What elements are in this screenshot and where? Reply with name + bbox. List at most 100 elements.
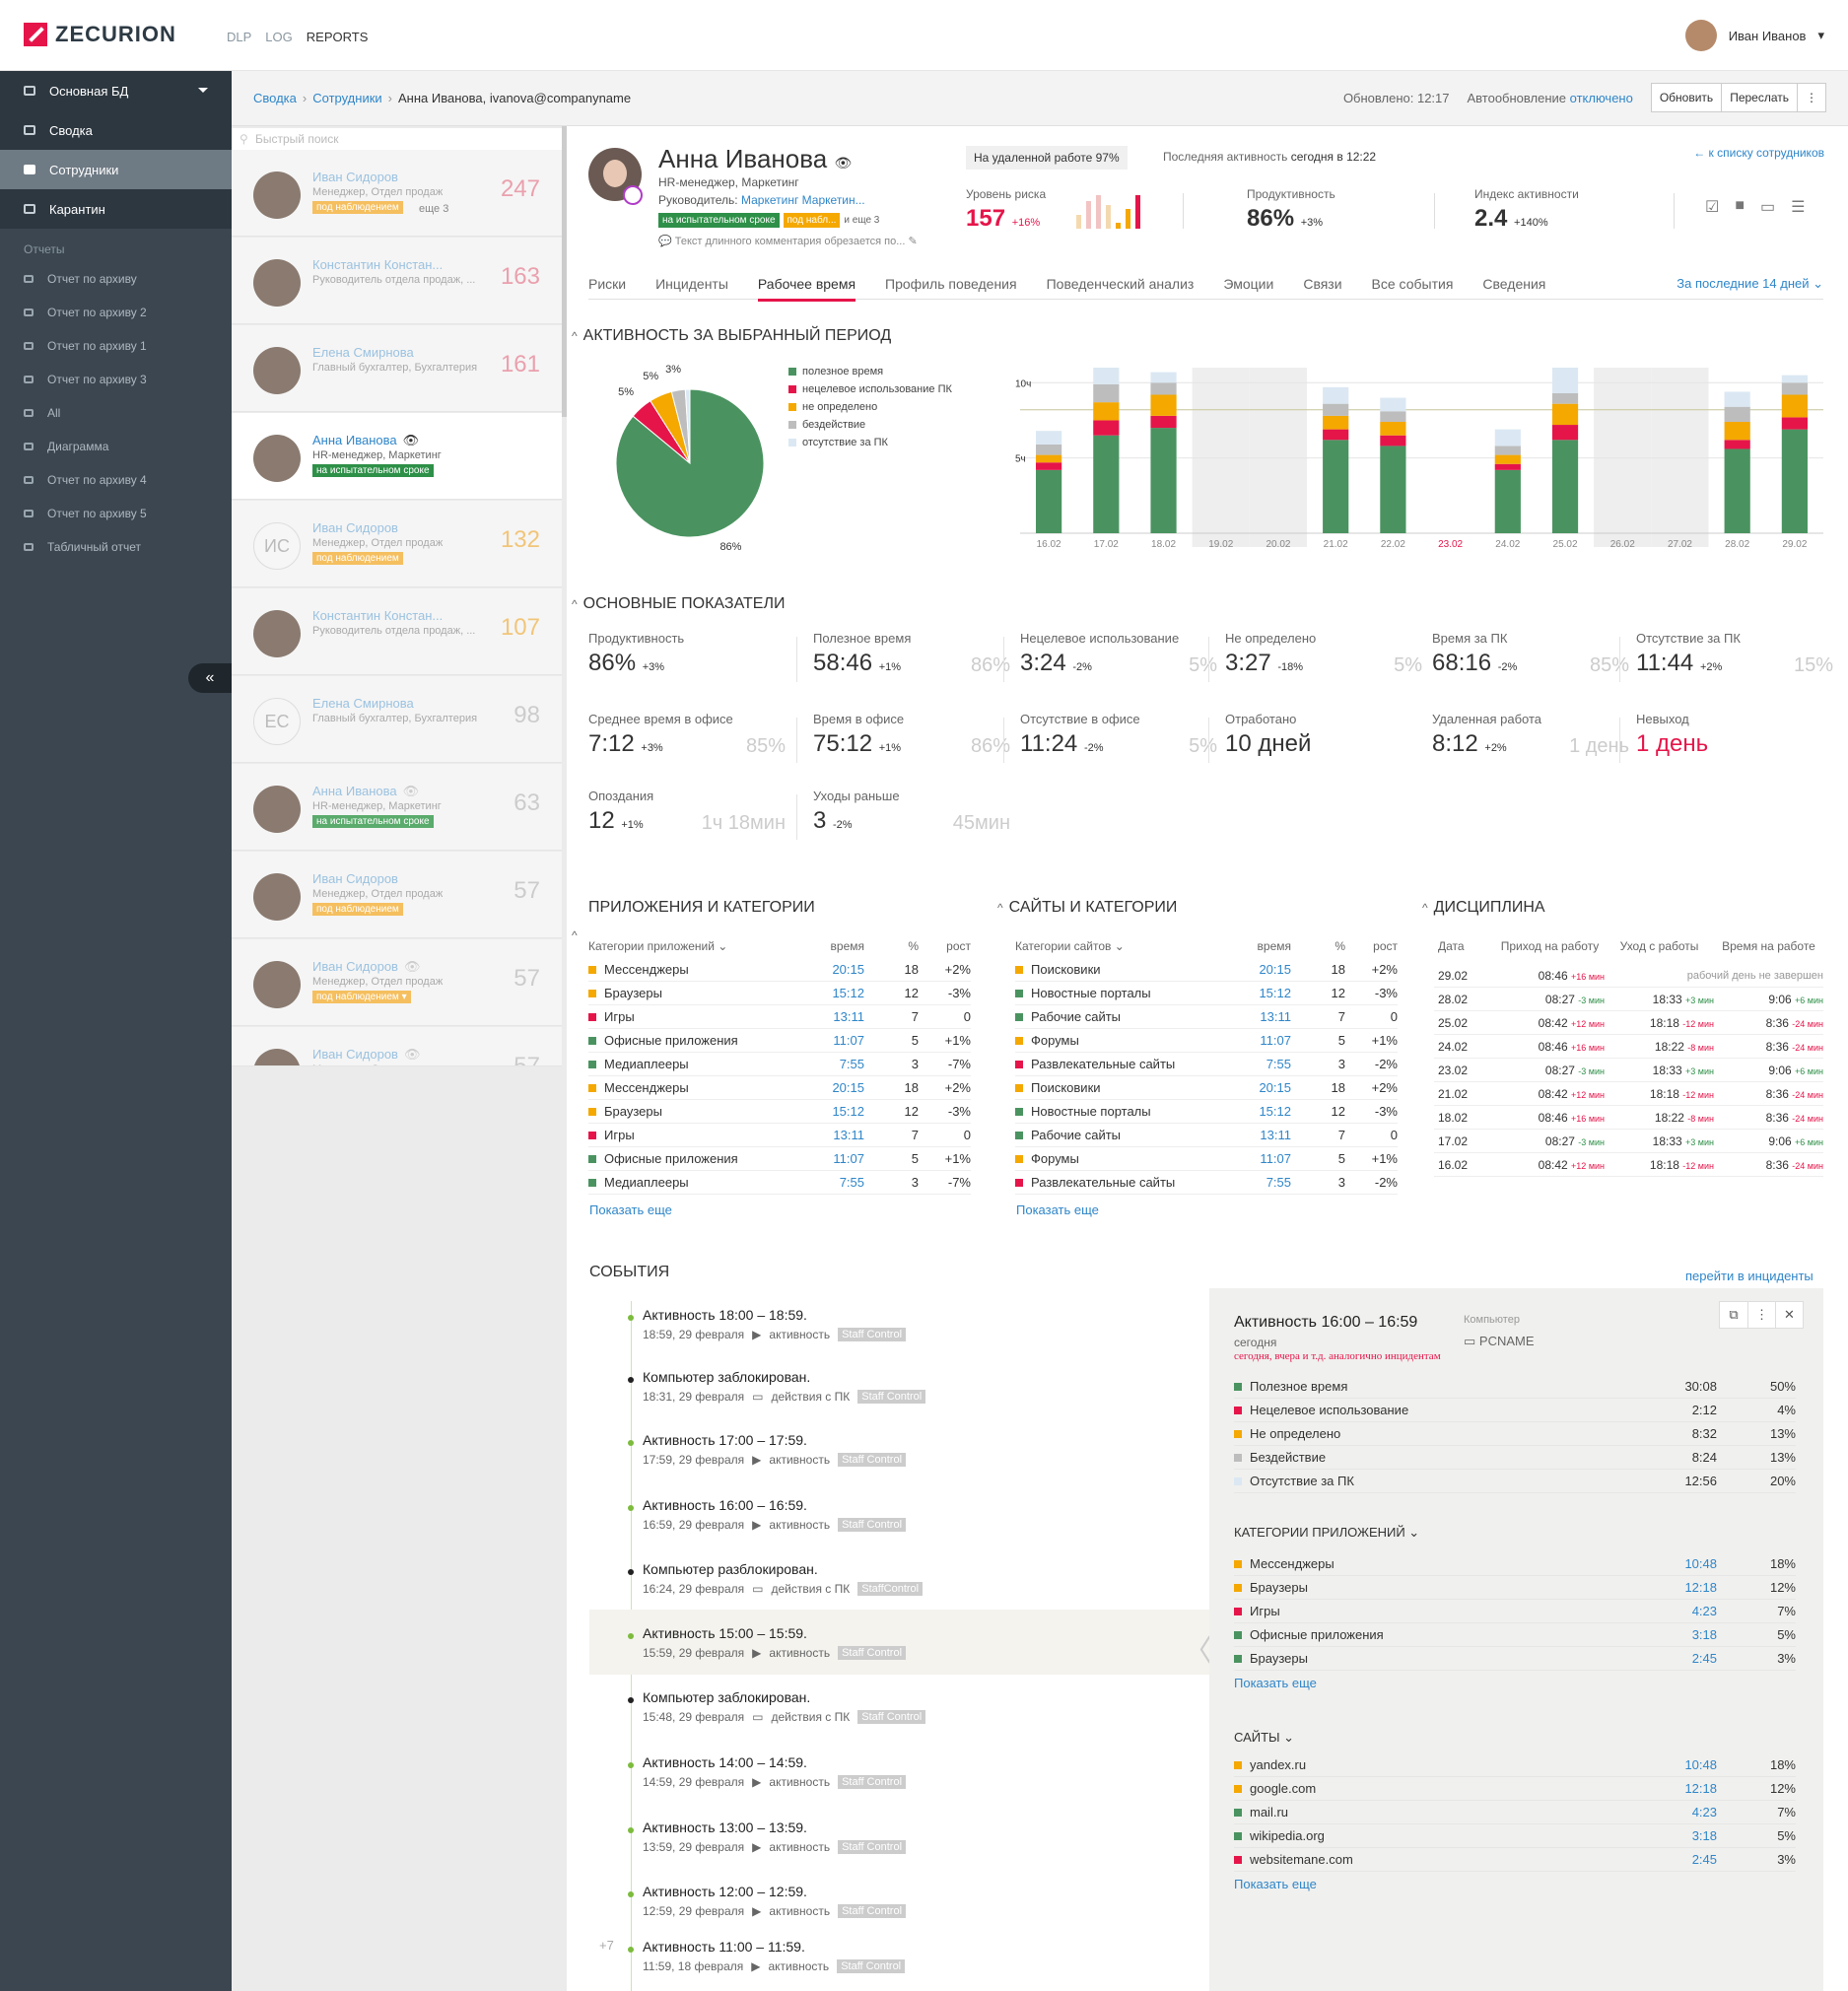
collapse-caret-icon[interactable]: ^: [572, 928, 578, 942]
bar-segment[interactable]: [1036, 462, 1062, 470]
bar-segment[interactable]: [1551, 403, 1579, 426]
tags-more[interactable]: еще 3: [419, 203, 449, 215]
sidebar-report-4[interactable]: All: [0, 396, 232, 430]
bar-segment[interactable]: [1724, 391, 1750, 407]
bar-segment[interactable]: [1781, 382, 1808, 395]
user-menu[interactable]: Иван Иванов ▾: [1684, 20, 1824, 51]
table-row[interactable]: Развлекательные сайты 7:55 3 -2%: [1015, 1053, 1398, 1076]
detail-apps-show-more[interactable]: Показать еще: [1234, 1676, 1317, 1690]
sidebar-report-8[interactable]: Табличный отчет: [0, 530, 232, 564]
event-item[interactable]: Активность 11:00 – 11:59. 11:59, 18 февра…: [589, 1923, 1210, 1988]
list-item[interactable]: ИС Иван Сидоров Менеджер, Отдел продаж под …: [232, 501, 562, 587]
discipline-section-title[interactable]: Дисциплина: [1422, 899, 1545, 917]
row-time[interactable]: 2:45: [1691, 1852, 1717, 1867]
row-time[interactable]: 3:18: [1691, 1627, 1717, 1642]
bar-segment[interactable]: [1551, 440, 1579, 533]
activity-section-title[interactable]: Активность за выбранный период: [572, 327, 892, 345]
more-icon[interactable]: ⋮: [1747, 1302, 1775, 1328]
row-time[interactable]: 2:45: [1691, 1651, 1717, 1666]
sidebar-item-2[interactable]: Сотрудники: [0, 150, 232, 189]
video-icon[interactable]: ■: [1735, 197, 1745, 214]
row-time[interactable]: 12:18: [1684, 1580, 1717, 1595]
time-value[interactable]: 13:11: [1260, 1009, 1291, 1024]
list-item[interactable]: Иван Сидоров Менеджер, Отдел продаж под на…: [232, 852, 562, 938]
bar-segment[interactable]: [1093, 383, 1120, 403]
table-row[interactable]: Поисковики 20:15 18 +2%: [1015, 958, 1398, 982]
time-value[interactable]: 13:11: [833, 1009, 864, 1024]
table-row[interactable]: Игры 13:11 7 0: [588, 1005, 971, 1029]
list-scrollbar[interactable]: [562, 126, 567, 417]
bar-segment[interactable]: [1494, 429, 1521, 446]
bar-segment[interactable]: [1323, 386, 1349, 404]
table-row[interactable]: Форумы 11:07 5 +1%: [1015, 1147, 1398, 1171]
bar-segment[interactable]: [1380, 421, 1406, 436]
breadcrumb-link-summary[interactable]: Сводка: [253, 91, 297, 105]
pie-slice[interactable]: [684, 388, 691, 464]
bar-segment[interactable]: [1724, 406, 1750, 422]
bar-segment[interactable]: [1494, 463, 1521, 470]
period-selector[interactable]: За последние 14 дней ⌄: [1677, 276, 1823, 291]
event-item[interactable]: Компьютер заблокирован. 18:31, 29 февраля…: [589, 1353, 1210, 1418]
top-nav-log[interactable]: LOG: [265, 30, 293, 44]
row-time[interactable]: 4:23: [1691, 1604, 1717, 1618]
row-time[interactable]: 10:48: [1684, 1556, 1717, 1571]
bar-segment[interactable]: [1724, 421, 1750, 441]
go-to-incidents-link[interactable]: перейти в инциденты: [1685, 1269, 1814, 1283]
top-nav-dlp[interactable]: DLP: [227, 30, 252, 44]
event-item[interactable]: Активность 16:00 – 16:59. 16:59, 29 февра…: [589, 1481, 1210, 1546]
list-item[interactable]: Анна Иванова 👁 HR-менеджер, Маркетинг на ис…: [232, 413, 562, 500]
table-row[interactable]: Форумы 11:07 5 +1%: [1015, 1029, 1398, 1053]
time-value[interactable]: 20:15: [1259, 1080, 1291, 1095]
sidebar-report-7[interactable]: Отчет по архиву 5: [0, 497, 232, 530]
time-value[interactable]: 11:07: [1260, 1151, 1291, 1166]
tab[interactable]: Сведения: [1482, 276, 1546, 292]
event-item[interactable]: Активность 18:00 – 18:59. 18:59, 29 февра…: [589, 1291, 1210, 1356]
table-row[interactable]: Рабочие сайты 13:11 7 0: [1015, 1005, 1398, 1029]
row-time[interactable]: 10:48: [1684, 1757, 1717, 1772]
profile-comment[interactable]: 💬 Текст длинного комментария обрезается …: [658, 235, 918, 247]
event-item[interactable]: Компьютер разблокирован. 16:24, 29 феврал…: [589, 1545, 1210, 1611]
sidebar-item-3[interactable]: Карантин: [0, 189, 232, 229]
event-item[interactable]: Компьютер заблокирован. 15:48, 29 февраля…: [589, 1674, 1210, 1739]
list-item[interactable]: Иван Сидоров👁 Менеджер, Отдел продаж 57: [232, 1027, 562, 1066]
bar-segment[interactable]: [1150, 415, 1177, 429]
bar-segment[interactable]: [1150, 372, 1177, 383]
bar-segment[interactable]: [1551, 425, 1579, 441]
table-row[interactable]: Мессенджеры 20:15 18 +2%: [588, 958, 971, 982]
time-value[interactable]: 15:12: [832, 1104, 864, 1119]
event-item[interactable]: Активность 14:00 – 14:59. 14:59, 29 февра…: [589, 1739, 1210, 1804]
time-value[interactable]: 20:15: [832, 962, 864, 977]
list-item[interactable]: ЕС Елена Смирнова Главный бухгалтер, Бухга…: [232, 676, 562, 763]
monitor-icon[interactable]: ▭: [1760, 199, 1776, 216]
sidebar-item-1[interactable]: Сводка: [0, 110, 232, 150]
row-time[interactable]: 3:18: [1691, 1828, 1717, 1843]
bar-segment[interactable]: [1036, 454, 1062, 463]
bar-segment[interactable]: [1150, 394, 1177, 416]
bar-segment[interactable]: [1380, 435, 1406, 446]
bar-segment[interactable]: [1781, 429, 1808, 533]
list-item[interactable]: Константин Констан... Руководитель отдела…: [232, 238, 562, 324]
sidebar-report-3[interactable]: Отчет по архиву 3: [0, 363, 232, 396]
checkbox-icon[interactable]: ☑: [1705, 199, 1720, 216]
bar-segment[interactable]: [1036, 444, 1062, 455]
list-item[interactable]: Елена Смирнова Главный бухгалтер, Бухгалт…: [232, 325, 562, 412]
table-row[interactable]: Браузеры 15:12 12 -3%: [588, 982, 971, 1005]
collapse-sidebar-button[interactable]: «: [188, 663, 232, 693]
time-value[interactable]: 13:11: [833, 1128, 864, 1142]
detail-apps-title[interactable]: КАТЕГОРИИ ПРИЛОЖЕНИЙ ⌄: [1234, 1525, 1420, 1540]
row-time[interactable]: 12:18: [1684, 1781, 1717, 1796]
manager-link[interactable]: Маркетинг Маркетин...: [741, 193, 865, 207]
tab[interactable]: Инциденты: [655, 276, 728, 292]
bar-segment[interactable]: [1551, 368, 1579, 393]
table-row[interactable]: Офисные приложения 11:07 5 +1%: [588, 1029, 971, 1053]
bar-segment[interactable]: [1781, 394, 1808, 418]
table-row[interactable]: Развлекательные сайты 7:55 3 -2%: [1015, 1171, 1398, 1195]
bar-segment[interactable]: [1494, 469, 1521, 533]
logo[interactable]: ZECURION: [24, 22, 176, 47]
sites-section-title[interactable]: Сайты и категории: [997, 899, 1178, 917]
autoupdate-toggle[interactable]: отключено: [1569, 90, 1633, 105]
table-row[interactable]: Офисные приложения 11:07 5 +1%: [588, 1147, 971, 1171]
list-item[interactable]: Иван Сидоров 👁 Менеджер, Отдел продаж под н…: [232, 939, 562, 1026]
table-row[interactable]: Мессенджеры 20:15 18 +2%: [588, 1076, 971, 1100]
bar-segment[interactable]: [1323, 429, 1349, 441]
